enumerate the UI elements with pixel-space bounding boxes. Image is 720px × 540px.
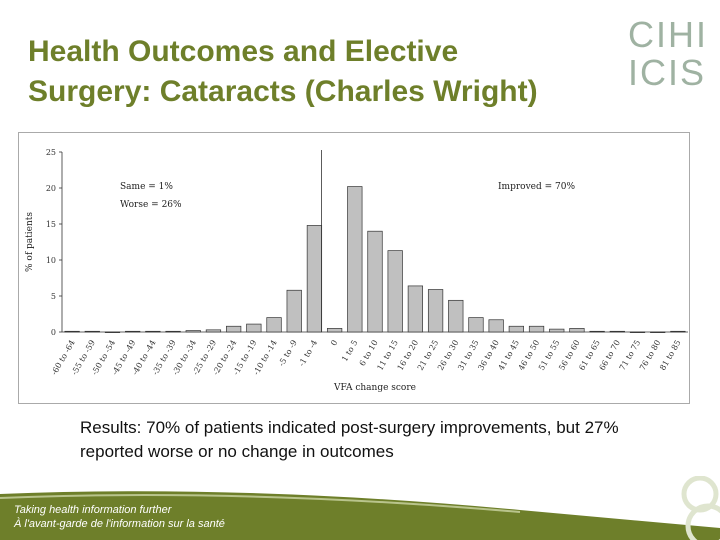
bar--40-to--44 bbox=[145, 330, 161, 333]
y-tick-label: 10 bbox=[46, 256, 56, 265]
bar--15-to--19 bbox=[246, 323, 262, 333]
slide-title-line1: Health Outcomes and Elective bbox=[28, 35, 459, 68]
bar-81-to-85 bbox=[670, 330, 686, 333]
bar-36-to-40 bbox=[488, 319, 504, 333]
footer-tagline-fr: À l'avant-garde de l'information sur la … bbox=[14, 518, 225, 530]
bar-16-to-20 bbox=[407, 285, 424, 333]
results-caption: Results: 70% of patients indicated post-… bbox=[80, 418, 619, 461]
logo-text-top: CIHI bbox=[628, 14, 708, 55]
decorative-circles bbox=[681, 476, 720, 540]
bar-71-to-75 bbox=[629, 331, 646, 333]
bar--25-to--29 bbox=[205, 329, 222, 333]
bar-1-to-5 bbox=[347, 186, 363, 333]
bar--60-to--64 bbox=[64, 330, 80, 333]
annotation-worse: Worse = 26% bbox=[120, 200, 182, 210]
x-axis-title: VFA change score bbox=[333, 383, 416, 393]
bar-11-to-15 bbox=[387, 250, 403, 333]
bar-26-to-30 bbox=[448, 299, 464, 333]
x-tick-label: 0 bbox=[329, 339, 339, 348]
bar-76-to-80 bbox=[650, 331, 666, 333]
bar-61-to-65 bbox=[589, 330, 605, 333]
chart-container: 0 5 10 15 20 25% of patients -60 to -64 -55 to … bbox=[18, 132, 700, 404]
bar--55-to--59 bbox=[84, 330, 100, 333]
y-tick-label: 25 bbox=[46, 148, 56, 157]
cihi-logo: CIHI ICIS bbox=[628, 16, 708, 96]
bar-41-to-45 bbox=[508, 325, 524, 333]
bar--20-to--24 bbox=[226, 325, 242, 333]
slide-title-line2: Surgery: Cataracts (Charles Wright) bbox=[28, 75, 538, 108]
footer-band bbox=[0, 476, 720, 540]
y-tick-label: 5 bbox=[51, 292, 56, 301]
bar-21-to-25 bbox=[427, 289, 444, 333]
decor-circle-2 bbox=[685, 503, 720, 540]
footer-swoosh-light bbox=[0, 494, 521, 513]
bar-0 bbox=[326, 328, 343, 333]
annotation-same: Same = 1% bbox=[120, 182, 173, 192]
bar--10-to--14 bbox=[266, 317, 282, 333]
bar-56-to-60 bbox=[569, 328, 585, 333]
footer-swoosh bbox=[0, 491, 720, 540]
bar--30-to--34 bbox=[185, 330, 201, 333]
bar--1-to--4 bbox=[306, 225, 323, 333]
y-tick-label: 15 bbox=[46, 220, 56, 229]
footer-tagline-en: Taking health information further bbox=[14, 504, 172, 516]
bar-66-to-70 bbox=[609, 330, 625, 333]
annotation-improved: Improved = 70% bbox=[498, 182, 575, 192]
slide-title: Health Outcomes and Elective Surgery: Ca… bbox=[28, 32, 648, 112]
bar-31-to-35 bbox=[468, 317, 484, 333]
y-tick-label: 20 bbox=[46, 184, 56, 193]
bar--45-to--49 bbox=[125, 330, 141, 333]
y-tick-label: 0 bbox=[51, 328, 56, 337]
bar-51-to-55 bbox=[549, 328, 565, 333]
bar--50-to--54 bbox=[104, 331, 121, 333]
y-axis-title: % of patients bbox=[25, 212, 35, 272]
bar-46-to-50 bbox=[528, 325, 545, 333]
bar--5-to--9 bbox=[286, 289, 302, 333]
bar--35-to--39 bbox=[165, 330, 181, 333]
logo-text-bottom: ICIS bbox=[628, 52, 707, 93]
bar-6-to-10 bbox=[367, 230, 383, 333]
